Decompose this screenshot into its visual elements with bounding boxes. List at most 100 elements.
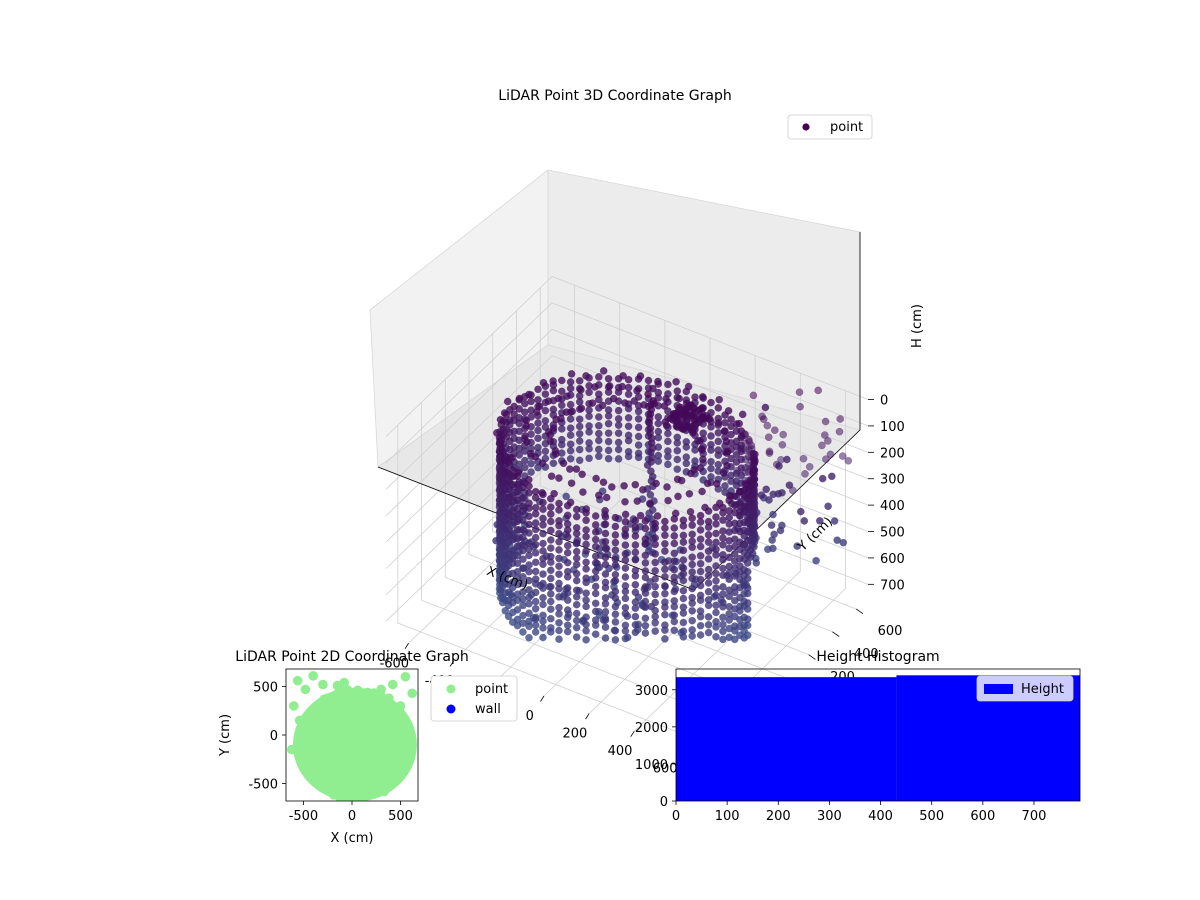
point-3d [582, 547, 590, 555]
point-3d [712, 551, 720, 559]
point-3d [555, 593, 563, 601]
point-3d [591, 574, 600, 582]
point-3d [631, 580, 640, 589]
point-3d [714, 451, 723, 460]
point-3d [595, 429, 603, 438]
point-3d [595, 373, 603, 381]
point-3d [828, 472, 836, 481]
point-3d [601, 513, 610, 521]
point-3d [704, 571, 713, 580]
point-3d [679, 609, 688, 617]
point-3d [503, 397, 512, 406]
point-3d [539, 633, 547, 642]
point-3d [519, 555, 527, 564]
point-3d [801, 470, 809, 478]
point-3d [598, 401, 607, 410]
y-tick-mark [855, 608, 864, 615]
point-3d [696, 612, 705, 621]
point-3d [719, 555, 727, 564]
point-3d [577, 386, 585, 394]
point-3d [525, 520, 533, 529]
point-3d [688, 616, 697, 625]
point-3d [595, 445, 603, 454]
point-3d [719, 627, 727, 636]
point-3d [534, 385, 542, 394]
point-3d [631, 516, 640, 525]
point-3d [522, 421, 531, 430]
point-3d [712, 623, 720, 631]
y-axis-label-2d: Y (cm) [218, 714, 233, 757]
point-3d [661, 418, 670, 426]
point-3d [555, 585, 563, 593]
point-3d [525, 586, 533, 594]
point-3d [585, 412, 593, 421]
point-3d [527, 459, 535, 468]
point-3d [821, 431, 829, 439]
point-2d [335, 792, 345, 801]
point-2d [354, 693, 364, 703]
point-3d [525, 504, 533, 513]
point-3d [719, 534, 727, 542]
point-3d [634, 441, 643, 449]
point-3d [707, 446, 715, 454]
point-3d [653, 512, 662, 520]
point-3d [621, 634, 630, 643]
point-3d [641, 551, 650, 560]
point-3d [608, 483, 616, 491]
point-3d [572, 609, 581, 618]
point-2d [380, 696, 390, 706]
chart-2d-title: LiDAR Point 2D Coordinate Graph [235, 649, 468, 665]
legend-3d: point [787, 114, 873, 140]
point-3d [636, 372, 645, 380]
point-3d [704, 531, 713, 539]
point-3d [604, 412, 613, 420]
point-3d [649, 384, 657, 393]
point-3d [679, 633, 688, 641]
point-3d [624, 383, 633, 392]
point-3d [599, 367, 608, 375]
point-3d [771, 426, 779, 435]
point-3d [614, 374, 623, 383]
point-3d [691, 425, 699, 434]
point-3d [555, 499, 563, 508]
point-3d [666, 414, 675, 423]
point-3d [531, 533, 540, 542]
legend-2d-point-marker [446, 684, 456, 694]
point-2d [393, 758, 403, 768]
point-3d [779, 430, 788, 439]
point-3d [704, 621, 713, 629]
chart-2d: LiDAR Point 2D Coordinate Graph -500 0 500… [218, 649, 518, 846]
point-3d [661, 626, 669, 635]
point-3d [539, 600, 547, 609]
point-3d [696, 464, 705, 472]
point-3d [546, 430, 555, 439]
point-3d [679, 618, 688, 627]
point-3d [604, 437, 613, 446]
legend-histogram-label: Height [1021, 682, 1064, 697]
point-3d [531, 597, 540, 606]
point-3d [563, 573, 572, 581]
point-3d [704, 555, 713, 563]
point-3d [719, 564, 727, 573]
point-3d [651, 567, 660, 575]
point-3d [554, 394, 563, 403]
point-3d [549, 386, 558, 395]
point-2d [287, 744, 297, 755]
point-3d [531, 509, 540, 518]
point-3d [591, 552, 600, 561]
point-3d [763, 421, 772, 430]
point-3d [651, 524, 660, 532]
point-3d [601, 623, 610, 632]
point-3d [714, 460, 723, 469]
point-3d [614, 455, 623, 463]
point-3d [563, 533, 572, 541]
point-3d [725, 520, 734, 528]
point-3d [519, 516, 527, 524]
point-3d [618, 382, 627, 391]
point-3d [602, 493, 611, 502]
point-3d [531, 621, 540, 630]
point-3d [634, 423, 643, 432]
point-3d [688, 607, 697, 615]
gridline-y [397, 425, 714, 747]
x-tick-mark [630, 730, 635, 737]
